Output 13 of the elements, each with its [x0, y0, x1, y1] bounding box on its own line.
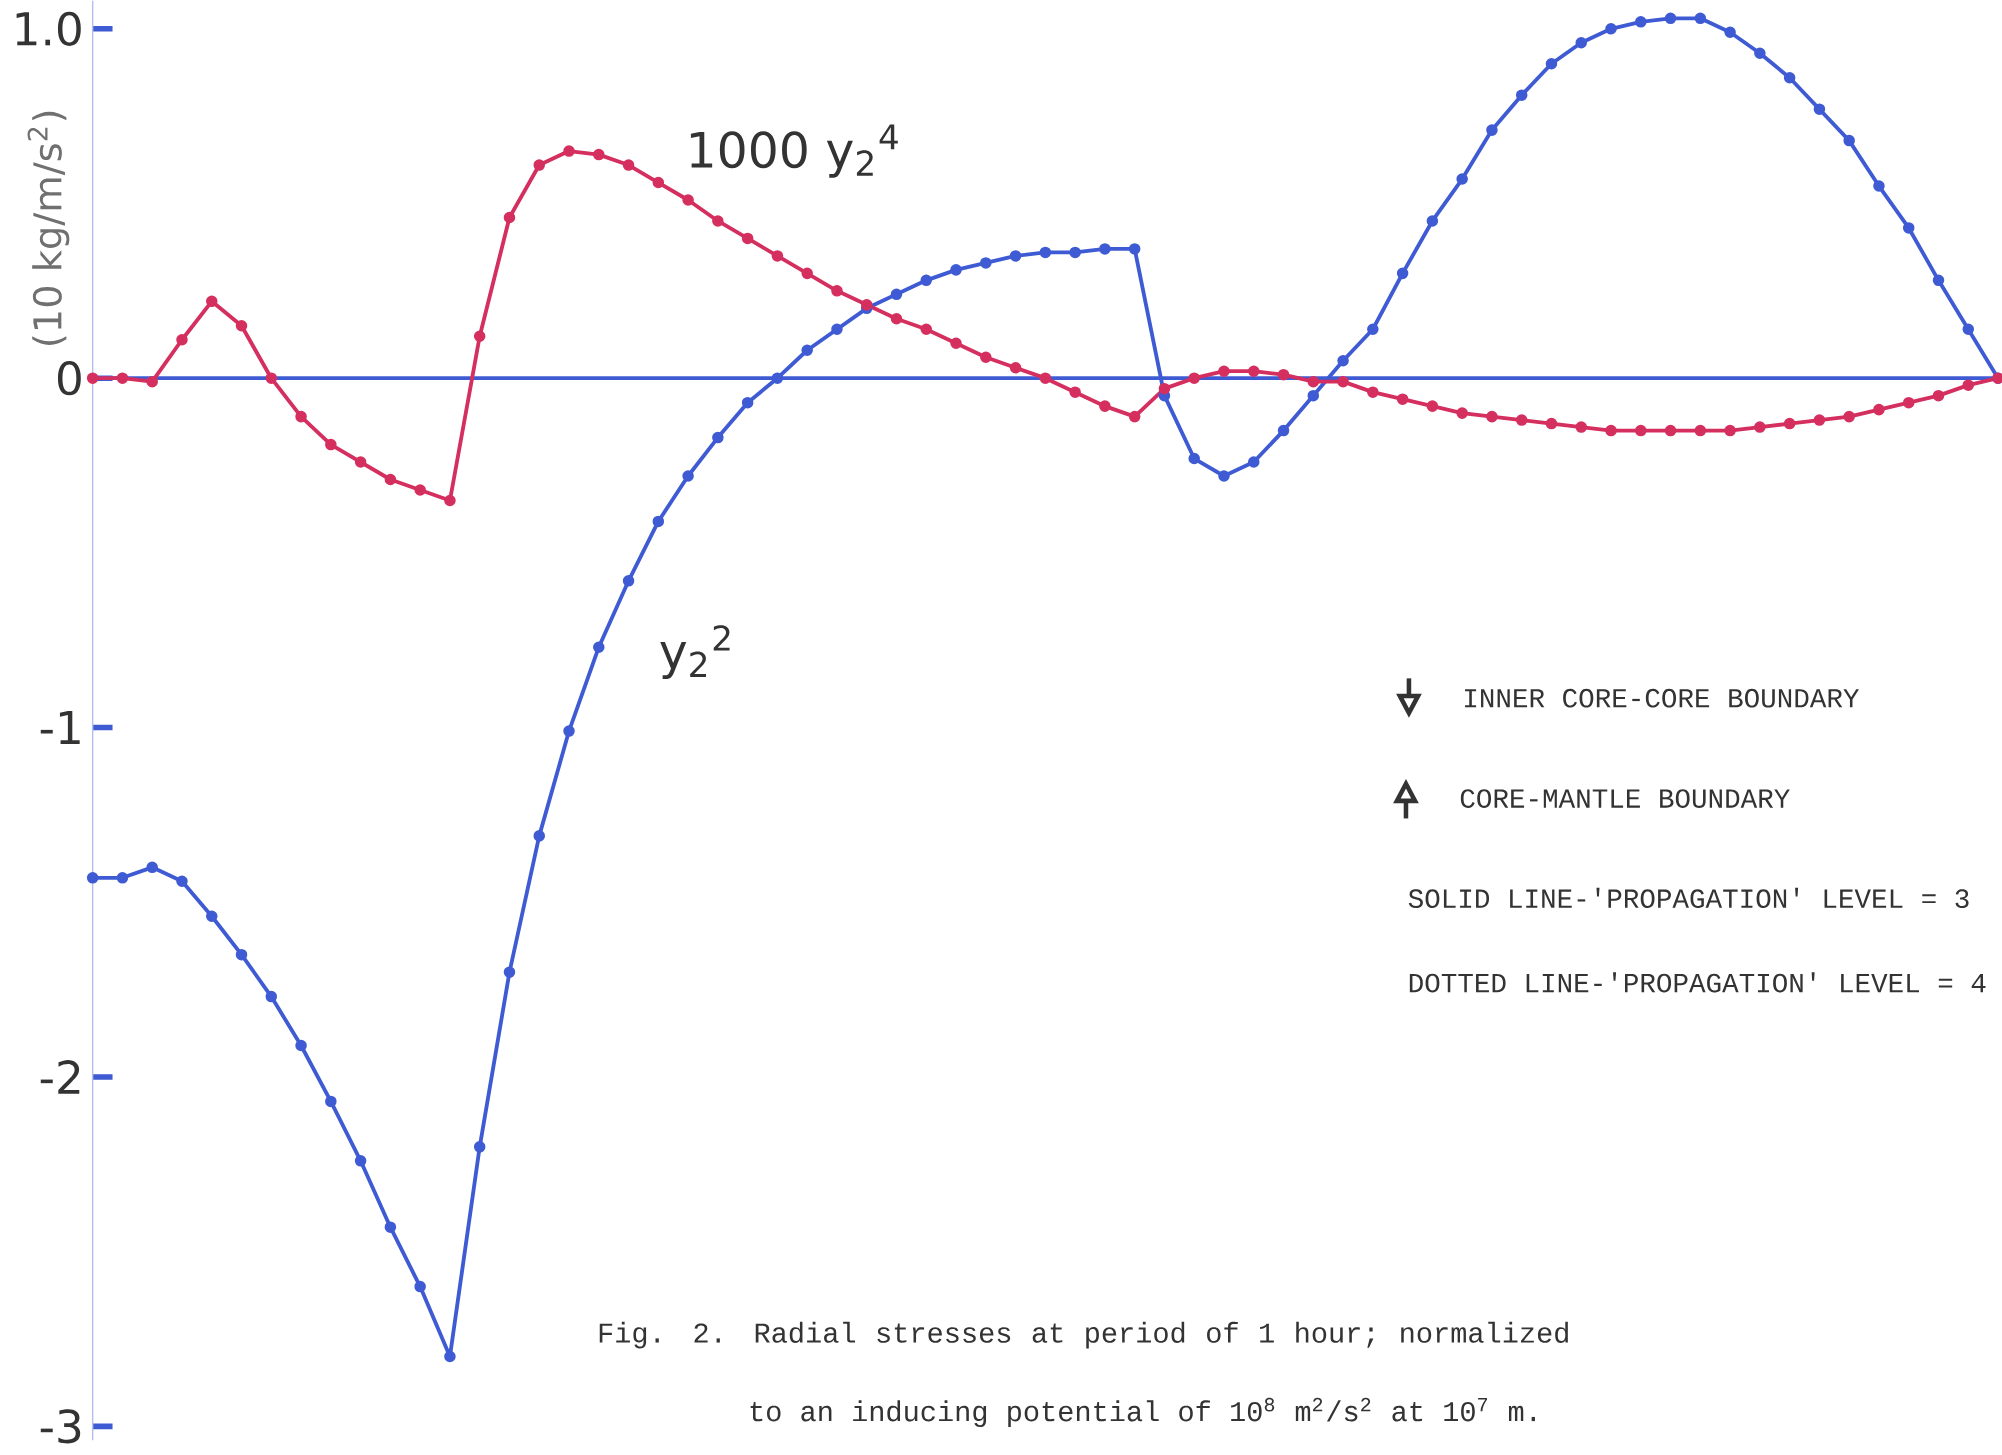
- annotation: INNER CORE-CORE BOUNDARY: [1465, 688, 1859, 708]
- annotation: DOTTED LINE-'PROPAGATION' LEVEL = 4: [1409, 972, 1986, 993]
- y-tick-label: -2: [40, 1060, 80, 1094]
- series-label: 1000 y$_{2}$4: [690, 124, 898, 178]
- annotation: CORE-MANTLE BOUNDARY: [1460, 789, 1790, 808]
- y-tick-label: 1.0: [16, 11, 81, 46]
- y-tick-label: -1: [40, 710, 80, 745]
- y-axis-title: (10 kg/m/s$^{2}$): [27, 111, 70, 345]
- y-tick-label: 0: [57, 360, 81, 396]
- text: Fig. 2. Radial stresses at period of 1 hour; normalized to an inducing potential of 10$^{8}$ m$^{2}$/s$^{2}$ at 10$^{7}$ m.: [599, 1321, 1568, 1428]
- y-tick-label: -3: [40, 1409, 81, 1444]
- series-label: y$_{2}$2: [660, 625, 730, 679]
- annotation: SOLID LINE-'PROPAGATION' LEVEL = 3: [1408, 887, 1969, 908]
